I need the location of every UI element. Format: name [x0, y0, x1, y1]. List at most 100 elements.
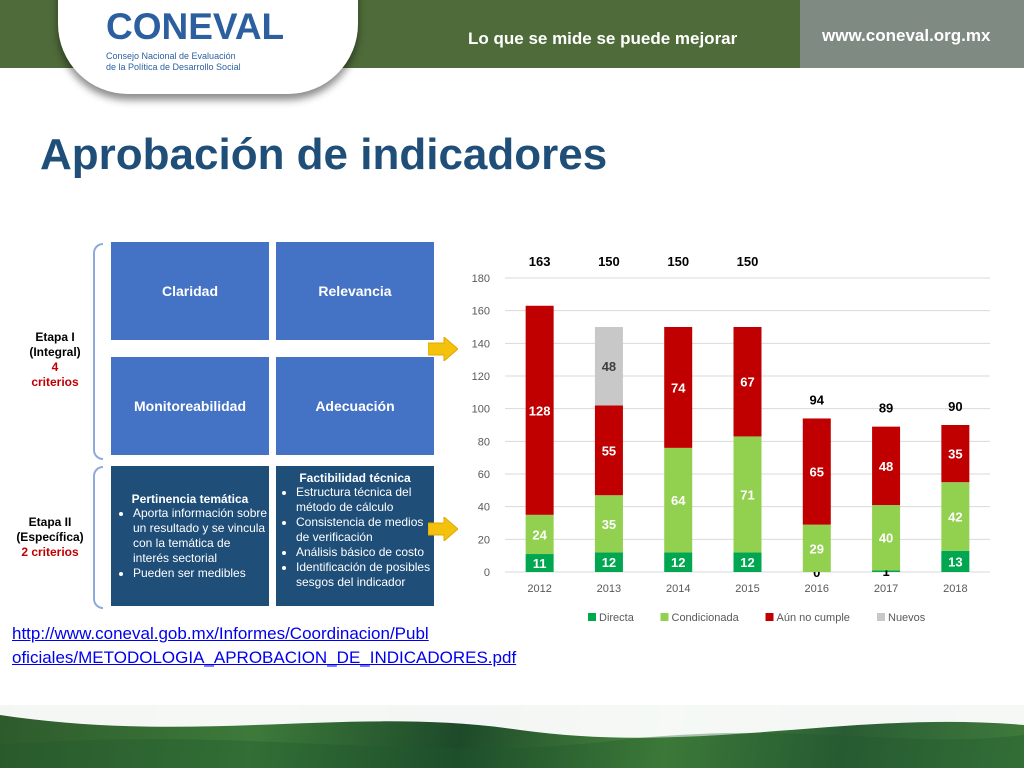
etapa1-bracket — [93, 243, 103, 460]
etapa2-bracket — [93, 466, 103, 609]
header-website-panel — [800, 0, 1024, 68]
data-label: 64 — [671, 493, 686, 508]
data-label: 67 — [740, 375, 754, 390]
arrow-right-icon — [428, 517, 458, 541]
footer-wave-decoration — [0, 705, 1024, 768]
x-tick-label: 2013 — [597, 583, 621, 595]
y-tick-label: 0 — [484, 567, 490, 579]
slogan: Lo que se mide se puede mejorar — [468, 29, 738, 48]
etapa1-line2: (Integral) — [29, 345, 81, 359]
logo-subtitle: Consejo Nacional de Evaluación de la Pol… — [106, 51, 241, 73]
x-tick-label: 2016 — [805, 583, 829, 595]
bar-segment — [733, 436, 762, 553]
box-monitoreabilidad: Monitoreabilidad — [111, 357, 269, 455]
y-tick-label: 20 — [478, 534, 490, 546]
factibilidad-item-1: Estructura técnica del método de cálculo — [296, 485, 434, 515]
stacked-bar-chart: 0204060801001201401601801124128163201212… — [472, 254, 990, 624]
data-label: 12 — [740, 555, 754, 570]
bar-segment — [733, 327, 762, 437]
data-label: 12 — [602, 555, 616, 570]
pertinencia-item-2: Pueden ser medibles — [133, 566, 269, 581]
coneval-logo: CONEVAL — [106, 6, 285, 47]
legend-label: Condicionada — [672, 612, 740, 624]
data-label: 48 — [602, 359, 616, 374]
bar-segment — [733, 552, 762, 572]
pertinencia-list: Aporta información sobre un resultado y … — [111, 506, 269, 581]
total-label: 94 — [810, 392, 825, 407]
total-label: 150 — [667, 254, 689, 269]
data-label: 65 — [810, 465, 824, 480]
data-label: 48 — [879, 459, 893, 474]
total-label: 90 — [948, 399, 962, 414]
data-label: 11 — [533, 556, 547, 571]
methodology-link-line1[interactable]: http://www.coneval.gob.mx/Informes/Coord… — [12, 624, 429, 643]
total-label: 89 — [879, 401, 893, 416]
bar-segment — [525, 554, 554, 572]
data-label: 71 — [740, 487, 754, 502]
factibilidad-list: Estructura técnica del método de cálculo… — [276, 485, 434, 590]
legend-swatch — [877, 613, 885, 621]
methodology-link-line2[interactable]: oficiales/METODOLOGIA_APROBACION_DE_INDI… — [12, 648, 517, 667]
data-label: 12 — [671, 555, 685, 570]
legend-swatch — [588, 613, 596, 621]
y-tick-label: 120 — [472, 371, 490, 383]
logo-subtitle-line-1: Consejo Nacional de Evaluación — [106, 51, 236, 61]
legend-label: Aún no cumple — [777, 612, 850, 624]
box-claridad: Claridad — [111, 242, 269, 340]
x-tick-label: 2017 — [874, 583, 898, 595]
total-label: 150 — [598, 254, 620, 269]
methodology-link[interactable]: http://www.coneval.gob.mx/Informes/Coord… — [12, 622, 516, 670]
data-label: 35 — [948, 447, 962, 462]
bar-segment — [664, 327, 693, 448]
bar-segment — [872, 505, 901, 571]
y-tick-label: 60 — [478, 469, 490, 481]
legend-swatch — [765, 613, 774, 621]
logo-tab — [58, 0, 358, 94]
y-tick-label: 80 — [478, 436, 490, 448]
bar-segment — [664, 552, 693, 572]
etapa2-label: Etapa II (Específica) 2 criterios — [5, 515, 95, 560]
y-tick-label: 100 — [472, 404, 490, 416]
data-label: 24 — [532, 527, 547, 542]
data-label: 42 — [948, 509, 962, 524]
bar-segment — [872, 570, 901, 572]
x-tick-label: 2014 — [666, 583, 690, 595]
box-factibilidad: Factibilidad técnica Estructura técnica … — [276, 466, 434, 606]
box-relevancia: Relevancia — [276, 242, 434, 340]
data-label: 128 — [529, 403, 551, 418]
x-tick-label: 2015 — [735, 583, 759, 595]
total-label: 163 — [529, 254, 551, 269]
pertinencia-title: Pertinencia temática — [131, 492, 249, 506]
total-label: 150 — [737, 254, 759, 269]
bar-segment — [594, 495, 623, 553]
data-label: 55 — [602, 443, 616, 458]
y-tick-label: 140 — [472, 338, 490, 350]
bar-segment — [802, 524, 831, 572]
y-tick-label: 180 — [472, 273, 490, 285]
pertinencia-item-1: Aporta información sobre un resultado y … — [133, 506, 269, 566]
etapa1-count: 4 — [51, 360, 59, 374]
data-label: 35 — [602, 517, 616, 532]
bar-segment — [525, 305, 554, 515]
arrow-right-icon — [428, 337, 458, 361]
data-label: 13 — [948, 554, 962, 569]
factibilidad-item-4: Identificación de posibles sesgos del in… — [296, 560, 434, 590]
data-label: 29 — [810, 541, 824, 556]
data-label: 0 — [813, 565, 820, 580]
bar-segment — [594, 552, 623, 572]
legend-label: Directa — [599, 612, 635, 624]
legend-swatch — [660, 613, 669, 621]
bar-segment — [941, 425, 970, 483]
bar-segment — [664, 447, 693, 553]
data-label: 74 — [671, 380, 686, 395]
page-title: Aprobación de indicadores — [40, 130, 608, 179]
box-pertinencia: Pertinencia temática Aporta información … — [111, 466, 269, 606]
etapa1-criterios: criterios — [31, 375, 79, 389]
data-label: 40 — [879, 531, 893, 546]
legend-label: Nuevos — [888, 612, 926, 624]
etapa2-count: 2 criterios — [21, 545, 79, 559]
x-tick-label: 2018 — [943, 583, 967, 595]
website-link[interactable]: www.coneval.org.mx — [822, 26, 991, 45]
bar-segment — [941, 482, 970, 551]
x-tick-label: 2012 — [527, 583, 551, 595]
